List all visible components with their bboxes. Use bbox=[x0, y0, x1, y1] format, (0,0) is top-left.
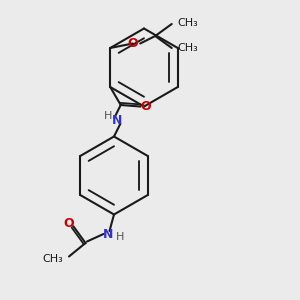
Text: H: H bbox=[104, 111, 112, 121]
Text: O: O bbox=[128, 37, 138, 50]
Text: H: H bbox=[116, 232, 124, 242]
Text: O: O bbox=[64, 217, 74, 230]
Text: O: O bbox=[140, 100, 151, 113]
Text: CH₃: CH₃ bbox=[177, 43, 198, 53]
Text: N: N bbox=[103, 227, 113, 241]
Text: CH₃: CH₃ bbox=[177, 17, 198, 28]
Text: N: N bbox=[112, 114, 123, 127]
Text: CH₃: CH₃ bbox=[42, 254, 63, 265]
